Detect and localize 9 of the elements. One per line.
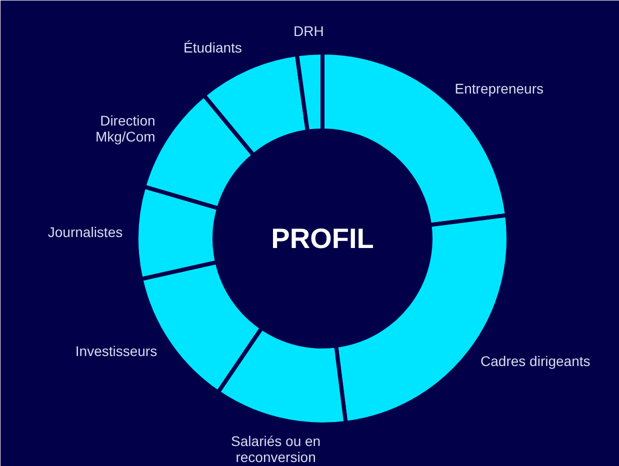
slice-label: Investisseurs [75, 342, 158, 359]
slice-label: Entrepreneurs [454, 80, 544, 96]
slice-label: Étudiants [184, 39, 242, 56]
slice-label: Direction Mkg/Com [95, 112, 156, 145]
slice-label: DRH [294, 22, 324, 39]
text: PROFIL [271, 223, 374, 254]
slice-label: Cadres dirigeants [480, 353, 590, 370]
slice-label: Journalistes [48, 224, 123, 240]
slice-label: Salariés ou en reconversion [231, 432, 321, 465]
